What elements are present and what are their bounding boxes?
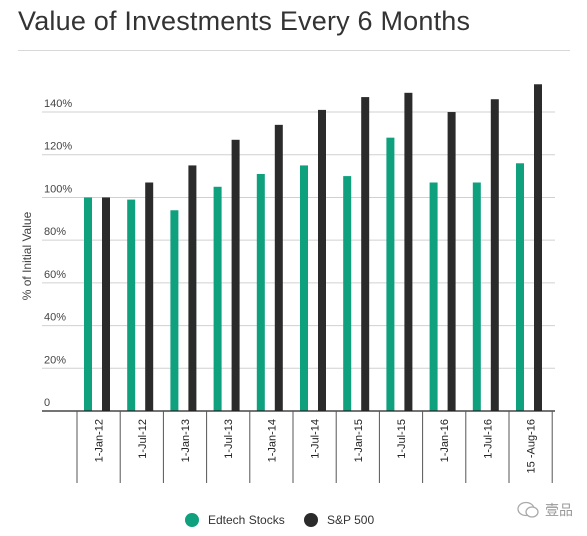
bar-edtech <box>213 186 222 411</box>
y-tick-label: 60% <box>44 269 66 281</box>
bar-edtech <box>127 199 136 411</box>
y-tick-label: 100% <box>44 183 72 195</box>
bar-sp500 <box>447 112 456 411</box>
y-axis-label: % of Initial Value <box>20 211 34 300</box>
bar-edtech <box>429 182 438 411</box>
chat-bubble-icon <box>517 501 539 518</box>
bar-sp500 <box>231 139 240 411</box>
y-tick-label: 0 <box>44 397 50 409</box>
watermark-text: 壹品 <box>545 502 573 518</box>
x-tick-label: 1-Jul-15 <box>396 419 408 459</box>
bar-sp500 <box>102 197 110 411</box>
x-tick-label: 1-Jul-13 <box>223 419 235 459</box>
title-divider <box>18 50 570 51</box>
x-tick-label: 1-Jan-15 <box>353 419 365 462</box>
bar-sp500 <box>534 84 542 411</box>
legend: Edtech Stocks S&P 500 <box>185 513 374 527</box>
bar-sp500 <box>490 99 499 411</box>
x-tick-label: 1-Jan-14 <box>266 419 278 462</box>
bar-sp500 <box>404 92 413 412</box>
x-tick-label: 1-Jul-12 <box>137 419 149 459</box>
x-tick-label: 1-Jul-14 <box>310 419 322 459</box>
x-tick-label: 1-Jan-16 <box>439 419 451 462</box>
bar-edtech <box>84 197 92 411</box>
x-tick-label: 1-Jan-13 <box>180 419 192 462</box>
y-tick-label: 140% <box>44 98 72 110</box>
bars <box>84 84 542 412</box>
y-tick-label: 40% <box>44 312 66 324</box>
bar-sp500 <box>361 97 370 412</box>
y-tick-label: 80% <box>44 226 66 238</box>
bar-sp500 <box>188 165 197 411</box>
legend-swatch <box>185 513 199 527</box>
bar-edtech <box>300 165 308 411</box>
x-tick-label: 15 -Aug-16 <box>526 419 538 473</box>
bar-sp500 <box>145 182 154 411</box>
bar-sp500 <box>318 109 326 411</box>
bar-edtech <box>343 176 352 411</box>
watermark: 壹品 <box>517 500 573 520</box>
chart-title: Value of Investments Every 6 Months <box>18 6 471 36</box>
bar-edtech <box>516 163 524 411</box>
bar-edtech <box>472 182 481 411</box>
axes: 1-Jan-12 1-Jul-12 1-Jan-13 1-Jul-13 1-Jan-14… <box>42 410 555 483</box>
legend-label: S&P 500 <box>327 513 374 527</box>
legend-swatch <box>304 513 318 527</box>
y-tick-label: 120% <box>44 141 72 153</box>
legend-label: Edtech Stocks <box>208 513 285 527</box>
x-tick-label: 1-Jul-16 <box>482 419 494 459</box>
x-tick-label: 1-Jan-12 <box>94 419 106 462</box>
y-tick-label: 20% <box>44 354 66 366</box>
bar-edtech <box>256 173 265 411</box>
bar-edtech <box>170 210 179 411</box>
bar-sp500 <box>274 124 283 412</box>
bar-edtech <box>386 137 395 411</box>
